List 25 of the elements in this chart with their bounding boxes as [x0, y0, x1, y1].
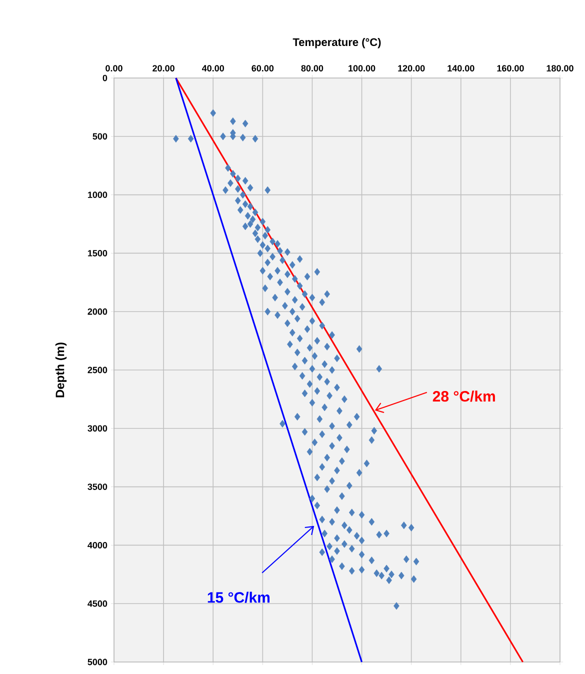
- x-tick-label: 0.00: [106, 65, 122, 72]
- annotation: 15 °C/km: [208, 592, 270, 603]
- x-tick-label: 140.00: [448, 65, 474, 72]
- y-tick-label: 2500: [88, 366, 108, 374]
- y-tick-label: 0: [102, 74, 108, 82]
- y-tick-label: 4500: [88, 600, 108, 607]
- y-tick-label: 500: [92, 133, 108, 140]
- y-tick-label: 3500: [88, 484, 108, 490]
- y-tick-label: 2000: [88, 308, 108, 315]
- x-tick-label: 20.00: [152, 65, 174, 72]
- x-tick-label: 60.00: [252, 65, 274, 72]
- annotation: 28 °C/km: [432, 390, 495, 402]
- y-tick-label: 1500: [88, 250, 108, 256]
- x-tick-label: 160.00: [497, 65, 524, 72]
- x-tick-label: 120.00: [398, 65, 425, 72]
- y-tick-label: 1000: [88, 192, 108, 198]
- x-tick-label: 100.00: [348, 65, 376, 72]
- y-axis-title: Depth (m): [55, 342, 67, 398]
- x-tick-label: 180.00: [546, 65, 574, 72]
- x-axis-title: Temperature (°C): [292, 38, 381, 48]
- x-tick-label: 40.00: [202, 65, 224, 72]
- y-tick-label: 4000: [88, 542, 108, 548]
- y-tick-label: 3000: [88, 425, 108, 432]
- x-tick-label: 80.00: [301, 65, 324, 72]
- y-tick-label: 5000: [88, 658, 108, 666]
